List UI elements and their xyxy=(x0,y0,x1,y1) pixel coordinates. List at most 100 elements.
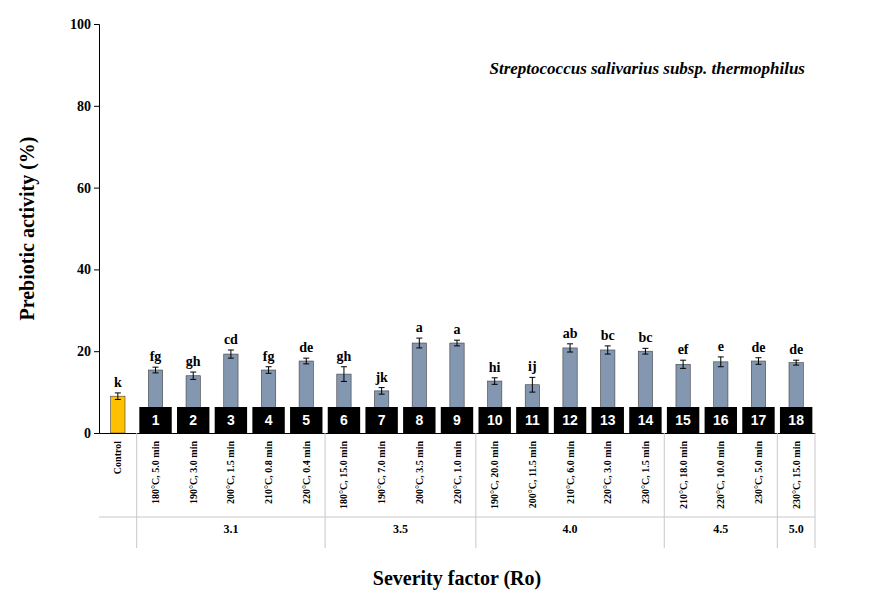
y-tick: 20 xyxy=(77,344,99,359)
error-bar xyxy=(379,388,385,395)
group-divider xyxy=(815,433,816,548)
group-label: 4.5 xyxy=(713,522,728,536)
y-tick: 60 xyxy=(77,181,99,196)
x-tick: 200°C, 3.5 min xyxy=(414,433,425,504)
error-cap xyxy=(492,384,498,385)
error-line xyxy=(230,350,231,358)
x-tick: 230°C, 15.0 min xyxy=(791,433,802,509)
x-tick-label: 180°C, 15.0 min xyxy=(338,441,349,509)
x-tick-label: 180°C, 5.0 min xyxy=(150,441,161,504)
x-tick: 220°C, 1.0 min xyxy=(452,433,463,504)
group-divider xyxy=(777,433,778,548)
error-cap xyxy=(341,381,347,382)
x-tick: 230°C, 5.0 min xyxy=(753,433,764,504)
letter: de xyxy=(299,340,313,355)
number-box xyxy=(780,407,812,433)
bar xyxy=(638,351,652,433)
error-cap xyxy=(190,379,196,380)
error-bar xyxy=(793,360,799,365)
bar-number: 18 xyxy=(788,412,804,428)
group-label: 4.0 xyxy=(563,522,578,536)
x-axis-line xyxy=(100,433,816,434)
y-tick-label: 40 xyxy=(77,262,91,277)
bar-number: 2 xyxy=(189,412,197,428)
error-bar xyxy=(755,358,761,365)
group-label: 3.5 xyxy=(393,522,408,536)
error-line xyxy=(645,348,646,354)
x-tick: 190°C, 3.0 min xyxy=(188,433,199,504)
error-line xyxy=(796,360,797,365)
x-tick-label: 220°C, 1.0 min xyxy=(452,441,463,504)
y-tick-mark xyxy=(94,24,99,25)
letter: fg xyxy=(150,349,162,364)
number-box xyxy=(177,407,209,433)
x-tick-label: 190°C, 7.0 min xyxy=(376,441,387,504)
error-line xyxy=(570,344,571,352)
error-cap xyxy=(303,363,309,364)
bar-number-boxes: 123456789101112131415161718 xyxy=(139,407,812,433)
letter: a xyxy=(454,322,461,337)
letter: fg xyxy=(263,349,275,364)
annotation: Streptococcus salivarius subsp. thermoph… xyxy=(489,59,805,78)
letter: ef xyxy=(678,342,689,357)
y-axis-title: Prebiotic activity (%) xyxy=(16,136,39,320)
x-tick: 210°C, 0.8 min xyxy=(263,433,274,504)
error-cap xyxy=(680,368,686,369)
error-cap xyxy=(454,340,460,341)
bar xyxy=(789,363,803,433)
letter: bc xyxy=(601,328,615,343)
error-cap xyxy=(529,392,535,393)
letter: gh xyxy=(186,354,201,369)
x-tick-label: 190°C, 3.0 min xyxy=(188,441,199,504)
x-tick: 180°C, 5.0 min xyxy=(150,433,161,504)
error-bar xyxy=(228,350,234,358)
error-cap xyxy=(379,387,385,388)
group-divider xyxy=(664,433,665,548)
bar-number: 15 xyxy=(675,412,691,428)
error-line xyxy=(343,367,344,382)
error-line xyxy=(268,367,269,374)
error-line xyxy=(532,377,533,392)
letter: de xyxy=(751,340,765,355)
x-tick: 200°C, 11.5 min xyxy=(527,433,538,508)
number-box xyxy=(478,407,510,433)
bar xyxy=(111,396,125,433)
number-box xyxy=(139,407,171,433)
error-cap xyxy=(266,366,272,367)
letter: ij xyxy=(528,359,537,374)
error-bar xyxy=(492,378,498,385)
x-axis: Control180°C, 5.0 min190°C, 3.0 min200°C… xyxy=(100,433,816,509)
number-box xyxy=(554,407,586,433)
number-box xyxy=(516,407,548,433)
x-tick: 230°C, 1.5 min xyxy=(640,433,651,504)
bar-number: 1 xyxy=(152,412,160,428)
number-box xyxy=(592,407,624,433)
x-tick-label: 190°C, 20.0 min xyxy=(489,441,500,509)
error-cap xyxy=(266,373,272,374)
error-cap xyxy=(605,345,611,346)
group-label: 5.0 xyxy=(789,522,804,536)
x-tick-label: 230°C, 1.5 min xyxy=(640,441,651,504)
error-cap xyxy=(416,338,422,339)
y-tick-mark xyxy=(94,433,99,434)
group-label: 3.1 xyxy=(223,522,238,536)
error-cap xyxy=(341,366,347,367)
severity-groups: 3.1 3.5 4.0 4.5 5.0 xyxy=(99,433,815,548)
bar-number: 12 xyxy=(562,412,578,428)
error-bar xyxy=(303,358,309,364)
number-box xyxy=(328,407,360,433)
error-bar xyxy=(605,346,611,354)
bar xyxy=(751,361,765,433)
bar-number: 16 xyxy=(713,412,729,428)
error-cap xyxy=(642,348,648,349)
x-tick: 220°C, 10.0 min xyxy=(715,433,726,509)
bar xyxy=(714,362,728,433)
y-axis: 020406080100 xyxy=(70,17,100,441)
x-tick: 180°C, 15.0 min xyxy=(338,433,349,509)
x-tick: 190°C, 20.0 min xyxy=(489,433,500,509)
error-line xyxy=(457,340,458,346)
x-tick: 220°C, 3.0 min xyxy=(602,433,613,504)
error-cap xyxy=(228,349,234,350)
error-bar xyxy=(680,360,686,368)
error-bar xyxy=(718,357,724,367)
